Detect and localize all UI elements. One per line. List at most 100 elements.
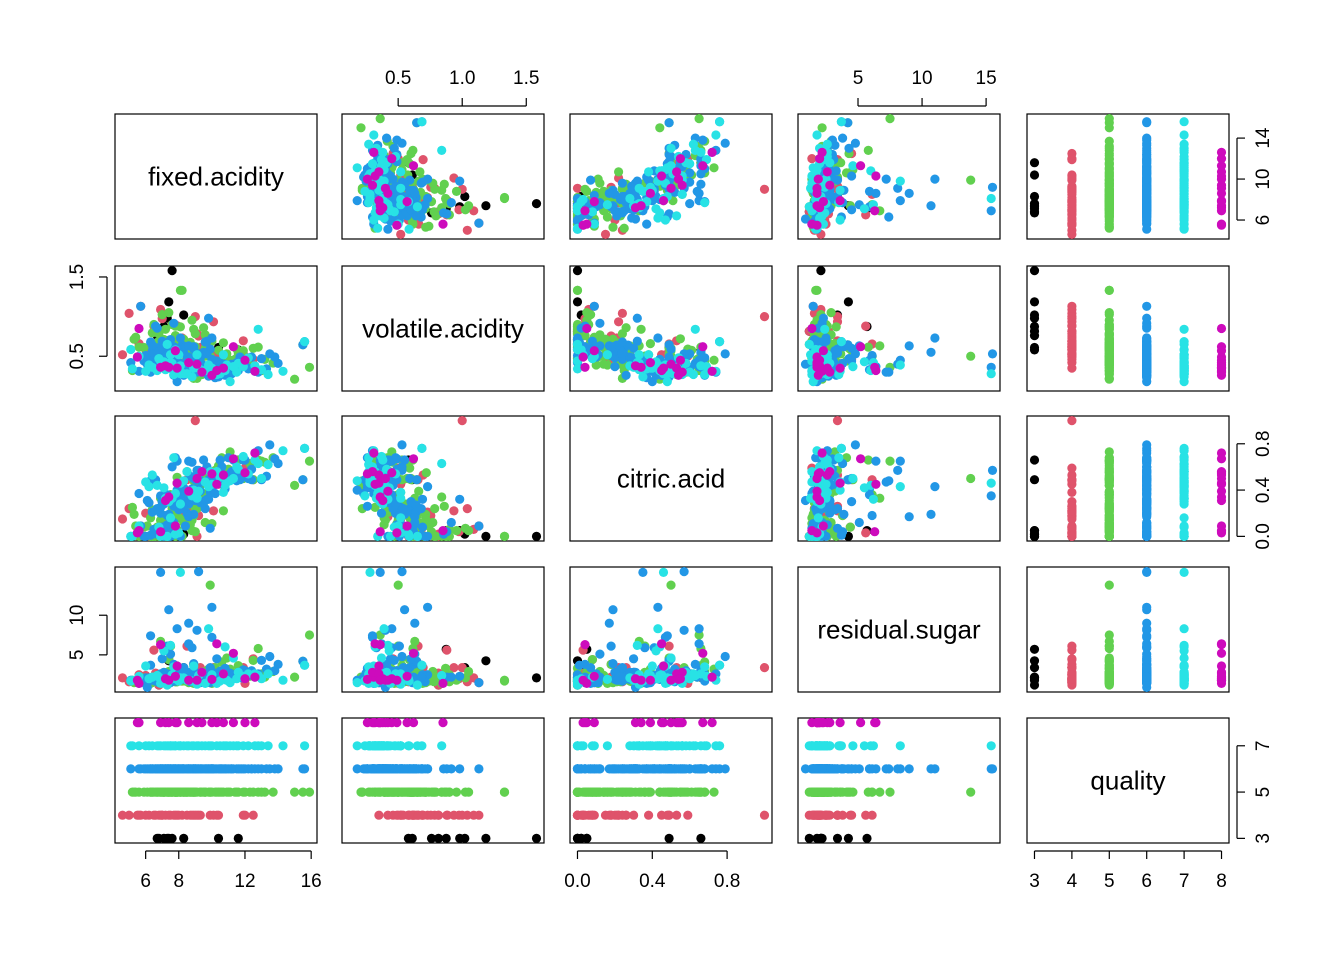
data-point — [290, 672, 300, 682]
data-point — [861, 528, 871, 538]
data-point — [199, 455, 209, 465]
data-point — [278, 366, 288, 376]
data-point — [1179, 377, 1189, 387]
data-point — [172, 661, 182, 671]
data-point — [1142, 174, 1152, 184]
data-point — [1142, 350, 1152, 361]
data-point — [464, 201, 474, 211]
data-point — [617, 178, 628, 188]
data-point — [818, 346, 829, 356]
data-point — [1067, 187, 1077, 197]
data-point — [832, 416, 843, 426]
data-point — [572, 206, 583, 216]
data-point — [172, 363, 182, 373]
data-point — [240, 355, 250, 365]
data-point — [250, 448, 260, 458]
data-point — [1029, 199, 1040, 209]
data-point — [157, 654, 167, 664]
data-point — [926, 347, 936, 357]
data-point — [1216, 454, 1227, 464]
data-point — [817, 123, 827, 133]
data-point — [645, 339, 656, 349]
data-point — [253, 643, 263, 654]
data-point — [926, 201, 936, 211]
data-point — [400, 455, 410, 465]
data-point — [147, 340, 157, 350]
data-point — [1142, 477, 1152, 487]
data-point — [1029, 331, 1040, 341]
panel-residual.sugar-vs-fixed.acidity — [114, 566, 318, 693]
data-point — [352, 196, 362, 206]
data-point — [132, 352, 142, 362]
data-point — [835, 185, 845, 195]
data-point — [696, 179, 706, 189]
data-point — [204, 360, 214, 370]
data-point — [986, 362, 996, 372]
data-point — [369, 147, 379, 157]
data-point — [1179, 213, 1189, 223]
data-point — [410, 636, 420, 647]
data-point — [835, 363, 845, 373]
data-point — [885, 114, 895, 124]
data-point — [531, 673, 542, 683]
panel-frame — [114, 415, 318, 542]
data-point — [474, 678, 484, 688]
data-point — [1142, 212, 1152, 222]
data-point — [1179, 446, 1189, 456]
data-point — [442, 209, 452, 219]
data-point — [184, 639, 194, 649]
data-point — [1029, 342, 1040, 353]
panel-volatile.acidity-vs-volatile.acidity: volatile.acidity — [341, 265, 545, 392]
data-point — [836, 117, 847, 127]
data-point — [1104, 487, 1114, 497]
data-point — [847, 497, 857, 507]
data-point — [124, 308, 134, 318]
data-point — [854, 517, 864, 528]
data-point — [397, 440, 407, 450]
data-point — [1216, 197, 1227, 207]
data-point — [636, 362, 646, 372]
data-point — [446, 517, 456, 528]
data-point — [134, 323, 144, 334]
data-point — [986, 478, 996, 488]
data-point — [397, 138, 407, 148]
data-point — [1142, 465, 1152, 475]
data-point — [263, 460, 273, 470]
data-point — [192, 350, 202, 360]
data-point — [636, 201, 646, 211]
data-point — [165, 640, 176, 651]
data-point — [184, 618, 194, 628]
data-point — [966, 473, 976, 484]
data-point — [690, 145, 700, 155]
data-point — [698, 135, 708, 145]
data-point — [437, 458, 447, 469]
data-point — [362, 174, 372, 184]
data-point — [672, 211, 682, 221]
data-point — [455, 671, 465, 681]
data-point — [1216, 370, 1227, 380]
data-point — [416, 672, 426, 682]
data-point — [430, 504, 440, 514]
data-point — [207, 469, 217, 479]
panel-frame — [1026, 265, 1230, 392]
variable-label: fixed.acidity — [148, 162, 284, 192]
data-point — [1104, 178, 1114, 188]
data-point — [856, 454, 866, 464]
data-point — [417, 443, 427, 453]
data-point — [881, 367, 891, 377]
data-point — [1216, 167, 1227, 177]
data-point — [1067, 501, 1077, 511]
data-point — [709, 163, 719, 173]
data-point — [578, 352, 588, 362]
data-point — [1179, 223, 1189, 233]
data-point — [200, 337, 210, 347]
data-point — [812, 359, 822, 369]
data-point — [580, 362, 590, 372]
panel-frame — [341, 113, 545, 240]
data-point — [187, 315, 197, 325]
data-point — [1029, 529, 1040, 539]
data-point — [847, 205, 857, 215]
data-point — [175, 285, 185, 295]
data-point — [1104, 136, 1114, 146]
data-point — [1067, 348, 1077, 358]
